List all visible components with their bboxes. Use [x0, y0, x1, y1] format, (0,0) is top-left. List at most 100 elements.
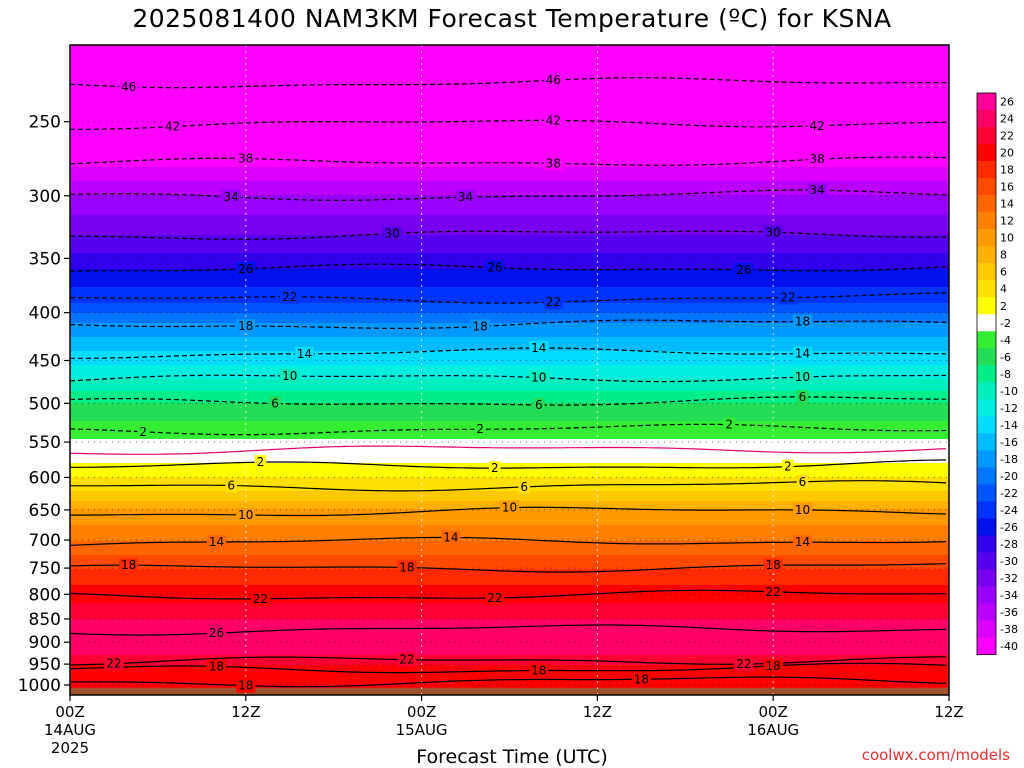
contour-label-bg — [269, 396, 281, 411]
temperature-band — [70, 677, 949, 680]
temperature-band — [70, 303, 949, 306]
temperature-band — [70, 595, 949, 598]
temperature-band — [70, 169, 949, 172]
temperature-band — [70, 225, 949, 228]
contour-line-0 — [70, 445, 947, 455]
temperature-band — [70, 627, 949, 630]
temperature-band — [70, 581, 949, 584]
temperature-band — [70, 529, 949, 532]
y-tick-label: 950 — [29, 655, 61, 675]
temperature-band — [70, 419, 949, 422]
temperature-band — [70, 427, 949, 430]
temperature-band — [70, 259, 949, 262]
contour-label-bg — [807, 118, 827, 133]
contour-label: 38 — [546, 156, 561, 170]
temperature-band — [70, 423, 949, 426]
temperature-band — [70, 675, 949, 678]
temperature-band — [70, 115, 949, 118]
colorbar-label: -2 — [1000, 317, 1011, 330]
temperature-band — [70, 179, 949, 182]
x-tick-label: 12Z — [583, 703, 612, 721]
temperature-band — [70, 95, 949, 98]
colorbar-swatch — [977, 399, 996, 417]
contour-label-bg — [118, 79, 139, 94]
contour-label-bg — [489, 461, 501, 476]
colorbar-label: 10 — [1000, 232, 1014, 245]
temperature-band — [70, 337, 949, 340]
contour-label-bg — [518, 479, 530, 494]
contour-label: 22 — [736, 657, 751, 671]
contour-line-18 — [70, 563, 947, 573]
contour-label-bg — [236, 261, 256, 276]
temperature-band — [70, 311, 949, 314]
temperature-band — [70, 523, 949, 526]
y-tick-label: 250 — [29, 113, 61, 133]
temperature-band — [70, 229, 949, 232]
contour-label: 42 — [546, 113, 561, 127]
temperature-band — [70, 265, 949, 268]
colorbar-swatch — [977, 263, 996, 281]
contour-label-bg — [543, 113, 564, 128]
temperature-band — [70, 329, 949, 332]
temperature-band — [70, 567, 949, 570]
surface-layer — [70, 687, 949, 695]
temperature-band — [70, 245, 949, 248]
temperature-band — [70, 293, 949, 296]
temperature-band — [70, 385, 949, 388]
temperature-band — [70, 497, 949, 500]
temperature-band — [70, 149, 949, 152]
temperature-band — [70, 65, 949, 68]
temperature-band — [70, 349, 949, 352]
colorbar-label: 26 — [1000, 96, 1014, 109]
temperature-band — [70, 217, 949, 220]
temperature-band — [70, 249, 949, 252]
plot-frame — [69, 44, 950, 696]
contour-label-bg — [280, 369, 300, 384]
temperature-band — [70, 587, 949, 590]
temperature-band — [70, 377, 949, 380]
contour-label-bg — [206, 534, 227, 549]
temperature-band — [70, 607, 949, 610]
x-tick-label: 00Z — [407, 703, 436, 721]
colorbar-label: -32 — [1000, 572, 1018, 585]
temperature-band — [70, 463, 949, 466]
contour-label: 22 — [253, 592, 268, 606]
temperature-band — [70, 537, 949, 540]
temperature-band — [70, 611, 949, 614]
temperature-band — [70, 109, 949, 112]
temperature-band — [70, 117, 949, 120]
temperature-band — [70, 119, 949, 122]
temperature-band — [70, 271, 949, 274]
contour-label-bg — [631, 672, 651, 687]
temperature-band — [70, 471, 949, 474]
y-tick-label: 400 — [29, 304, 61, 324]
temperature-band — [70, 437, 949, 440]
temperature-band — [70, 415, 949, 418]
temperature-band — [70, 287, 949, 290]
temperature-band — [70, 579, 949, 582]
contour-label: 22 — [487, 591, 502, 605]
contour-label: 2 — [139, 425, 147, 439]
credit-link[interactable]: coolwx.com/models — [861, 746, 1010, 764]
contour-label-bg — [792, 314, 813, 329]
temperature-band — [70, 613, 949, 616]
temperature-band — [70, 355, 949, 358]
contour-label: 30 — [766, 225, 781, 239]
colorbar-swatch — [977, 229, 996, 247]
temperature-band — [70, 481, 949, 484]
contour-label: 14 — [297, 347, 312, 361]
contour-line-26 — [70, 263, 947, 272]
contour-label-bg — [532, 397, 545, 412]
temperature-band — [70, 533, 949, 536]
contour-label-bg — [734, 262, 754, 277]
temperature-band — [70, 623, 949, 626]
colorbar-label: 4 — [1000, 283, 1007, 296]
temperature-band — [70, 319, 949, 322]
temperature-band — [70, 517, 949, 520]
contour-label-bg — [470, 319, 490, 334]
temperature-band — [70, 159, 949, 162]
colorbar-swatch — [977, 552, 996, 570]
temperature-band — [70, 187, 949, 190]
colorbar-swatch — [977, 93, 996, 111]
contour-label: 26 — [736, 263, 751, 277]
